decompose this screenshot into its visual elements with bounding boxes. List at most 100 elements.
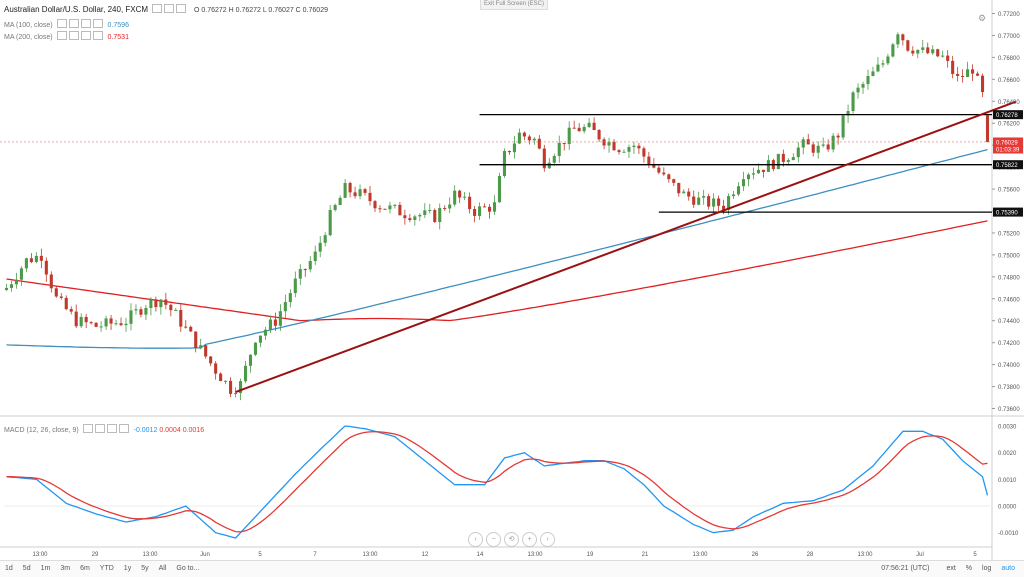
- range-button-2[interactable]: 1m: [40, 565, 51, 572]
- candle-body: [468, 196, 472, 210]
- candle-body: [781, 153, 785, 162]
- candle-body: [682, 191, 686, 194]
- range-button-0[interactable]: 1d: [5, 565, 13, 572]
- uptrend-line[interactable]: [235, 100, 1016, 393]
- scale-toggle-3[interactable]: auto: [1001, 565, 1015, 572]
- candle-body: [672, 179, 676, 183]
- candle-body: [268, 319, 272, 330]
- candle-body: [542, 148, 546, 169]
- visibility-toggle-icon[interactable]: [152, 4, 163, 13]
- candle-body: [303, 269, 307, 271]
- ma100-close-icon[interactable]: [80, 19, 91, 28]
- candle-body: [702, 196, 706, 198]
- candle-body: [617, 150, 621, 153]
- ma200-eye-icon[interactable]: [56, 31, 67, 40]
- range-button-9[interactable]: Go to...: [176, 565, 200, 572]
- candle-body: [238, 381, 243, 394]
- close-icon[interactable]: [176, 4, 187, 13]
- exit-fullscreen-button[interactable]: Exit Full Screen (ESC): [480, 0, 548, 10]
- price-tick-label: 0.77200: [998, 12, 1020, 18]
- macd-more-icon[interactable]: [118, 424, 129, 433]
- ma200-close-icon[interactable]: [80, 31, 91, 40]
- candle-body: [552, 156, 556, 163]
- candle-body: [478, 206, 482, 216]
- candle-body: [801, 139, 805, 148]
- candle-body: [109, 318, 113, 324]
- candle-body: [597, 130, 601, 140]
- price-tick-label: 0.76800: [998, 56, 1020, 62]
- range-button-5[interactable]: YTD: [99, 565, 114, 572]
- candle-body: [722, 205, 726, 210]
- candle-body: [657, 167, 661, 173]
- ma100-eye-icon[interactable]: [56, 19, 67, 28]
- macd-settings-icon[interactable]: [94, 424, 105, 433]
- price-tick-label: 0.74200: [998, 341, 1020, 347]
- candle-body: [139, 309, 143, 315]
- candle-body: [328, 210, 332, 236]
- time-tick-label: 13:00: [142, 552, 158, 558]
- candle-body: [94, 322, 98, 327]
- candle-body: [343, 183, 347, 198]
- chart-settings-icon[interactable]: ⚙: [978, 13, 987, 23]
- candle-body: [353, 192, 357, 197]
- range-button-1[interactable]: 5d: [22, 565, 31, 572]
- time-tick-label: 13:00: [32, 552, 48, 558]
- candle-body: [278, 311, 282, 326]
- macd-tick-label: 0.0030: [998, 425, 1017, 431]
- price-chart[interactable]: 0.73600 0.73800 0.74000 0.74200 0.74400 0.746…: [0, 0, 1024, 560]
- scroll-right-icon[interactable]: ›: [540, 532, 555, 547]
- candle-body: [363, 189, 367, 193]
- candle-body: [448, 204, 452, 209]
- candle-body: [712, 198, 716, 207]
- candle-body: [607, 141, 611, 146]
- candle-body: [562, 142, 566, 145]
- candle-body: [443, 208, 447, 210]
- ma100-more-icon[interactable]: [92, 19, 103, 28]
- range-button-4[interactable]: 6m: [80, 565, 90, 572]
- candle-body: [119, 323, 123, 326]
- time-tick-label: Jun: [200, 552, 210, 558]
- range-button-7[interactable]: 5y: [141, 565, 149, 572]
- time-tick-label: 12: [422, 552, 429, 558]
- candle-body: [791, 157, 795, 161]
- ohlc-values: O 0.76272 H 0.76272 L 0.76027 C 0.76029: [193, 7, 328, 14]
- candle-body: [582, 126, 586, 132]
- candle-body: [966, 69, 970, 78]
- candle-body: [866, 76, 870, 85]
- candle-body: [652, 164, 656, 168]
- candle-body: [49, 274, 53, 289]
- scale-toggle-1[interactable]: %: [965, 565, 973, 572]
- candle-body: [258, 335, 263, 343]
- candle-body: [174, 309, 178, 311]
- candle-body: [413, 216, 417, 220]
- candle-body: [632, 145, 636, 148]
- candle-body: [532, 138, 536, 141]
- macd-eye-icon[interactable]: [82, 424, 93, 433]
- candle-body: [751, 173, 756, 175]
- candle-body: [587, 122, 591, 127]
- scale-toggle-2[interactable]: log: [982, 565, 992, 572]
- settings-icon[interactable]: [164, 4, 175, 13]
- candle-body: [209, 356, 213, 364]
- zoom-out-icon[interactable]: −: [486, 532, 501, 547]
- macd-close-icon[interactable]: [106, 424, 117, 433]
- range-button-6[interactable]: 1y: [123, 565, 132, 572]
- candle-body: [393, 204, 397, 206]
- scroll-left-icon[interactable]: ‹: [468, 532, 483, 547]
- candle-body: [592, 122, 596, 131]
- scale-toggle-0[interactable]: ext: [946, 565, 956, 572]
- ma100-settings-icon[interactable]: [68, 19, 79, 28]
- candle-body: [692, 196, 696, 205]
- candle-body: [84, 316, 88, 323]
- candle-body: [697, 197, 701, 205]
- price-tick-label: 0.73800: [998, 385, 1020, 391]
- ma200-settings-icon[interactable]: [68, 31, 79, 40]
- ma200-more-icon[interactable]: [92, 31, 103, 40]
- reset-icon[interactable]: ⟲: [504, 532, 519, 547]
- range-button-3[interactable]: 3m: [60, 565, 71, 572]
- candle-body: [926, 47, 930, 54]
- range-button-8[interactable]: All: [158, 565, 167, 572]
- candle-body: [916, 49, 920, 54]
- zoom-in-icon[interactable]: +: [522, 532, 537, 547]
